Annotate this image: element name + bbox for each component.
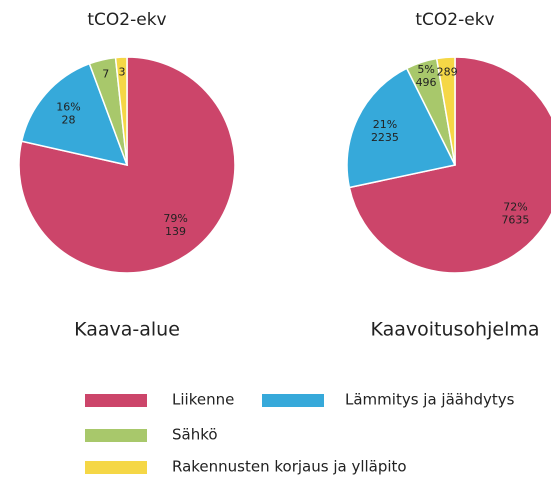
data-label: 16% 28: [56, 100, 80, 126]
data-label: 289: [437, 65, 458, 78]
legend-label: Sähkö: [172, 426, 218, 444]
data-label-line: 79%: [163, 212, 187, 225]
data-label: 7: [102, 68, 109, 81]
legend-label: Liikenne: [172, 391, 234, 409]
data-label: 72% 7635: [501, 200, 529, 226]
chart-subtitle: Kaava-alue: [74, 319, 180, 341]
legend-swatch: [85, 461, 147, 474]
legend-label: Lämmitys ja jäähdytys: [345, 391, 515, 409]
data-label-line: 289: [437, 65, 458, 78]
data-label: 21% 2235: [371, 118, 399, 144]
data-label-line: 21%: [373, 118, 397, 131]
data-label: 79% 139: [163, 212, 187, 238]
pie-slice: [114, 56, 128, 166]
pie-slice: [20, 62, 129, 167]
data-label: 5% 496: [416, 63, 437, 89]
legend-swatch: [85, 429, 147, 442]
legend-swatch: [262, 394, 324, 407]
data-label-line: 139: [165, 225, 186, 238]
data-label-line: 3: [119, 65, 126, 78]
data-label-line: 16%: [56, 100, 80, 113]
data-label-line: 7635: [501, 213, 529, 226]
data-label: 3: [119, 65, 126, 78]
pie-slice: [435, 56, 456, 166]
pie-slice: [348, 56, 551, 274]
legend-swatch: [85, 394, 147, 407]
chart-title: tCO2-ekv: [415, 10, 494, 30]
chart-subtitle: Kaavoitusohjelma: [370, 319, 539, 341]
data-label-line: 7: [102, 68, 109, 81]
chart-title: tCO2-ekv: [87, 10, 166, 30]
pie-slice: [346, 67, 457, 189]
legend-label: Rakennusten korjaus ja ylläpito: [172, 458, 407, 476]
pie-slice: [18, 56, 236, 274]
data-label-line: 496: [416, 76, 437, 89]
data-label-line: 28: [61, 113, 75, 126]
data-label-line: 5%: [417, 63, 434, 76]
data-label-line: 2235: [371, 131, 399, 144]
data-label-line: 72%: [503, 200, 527, 213]
